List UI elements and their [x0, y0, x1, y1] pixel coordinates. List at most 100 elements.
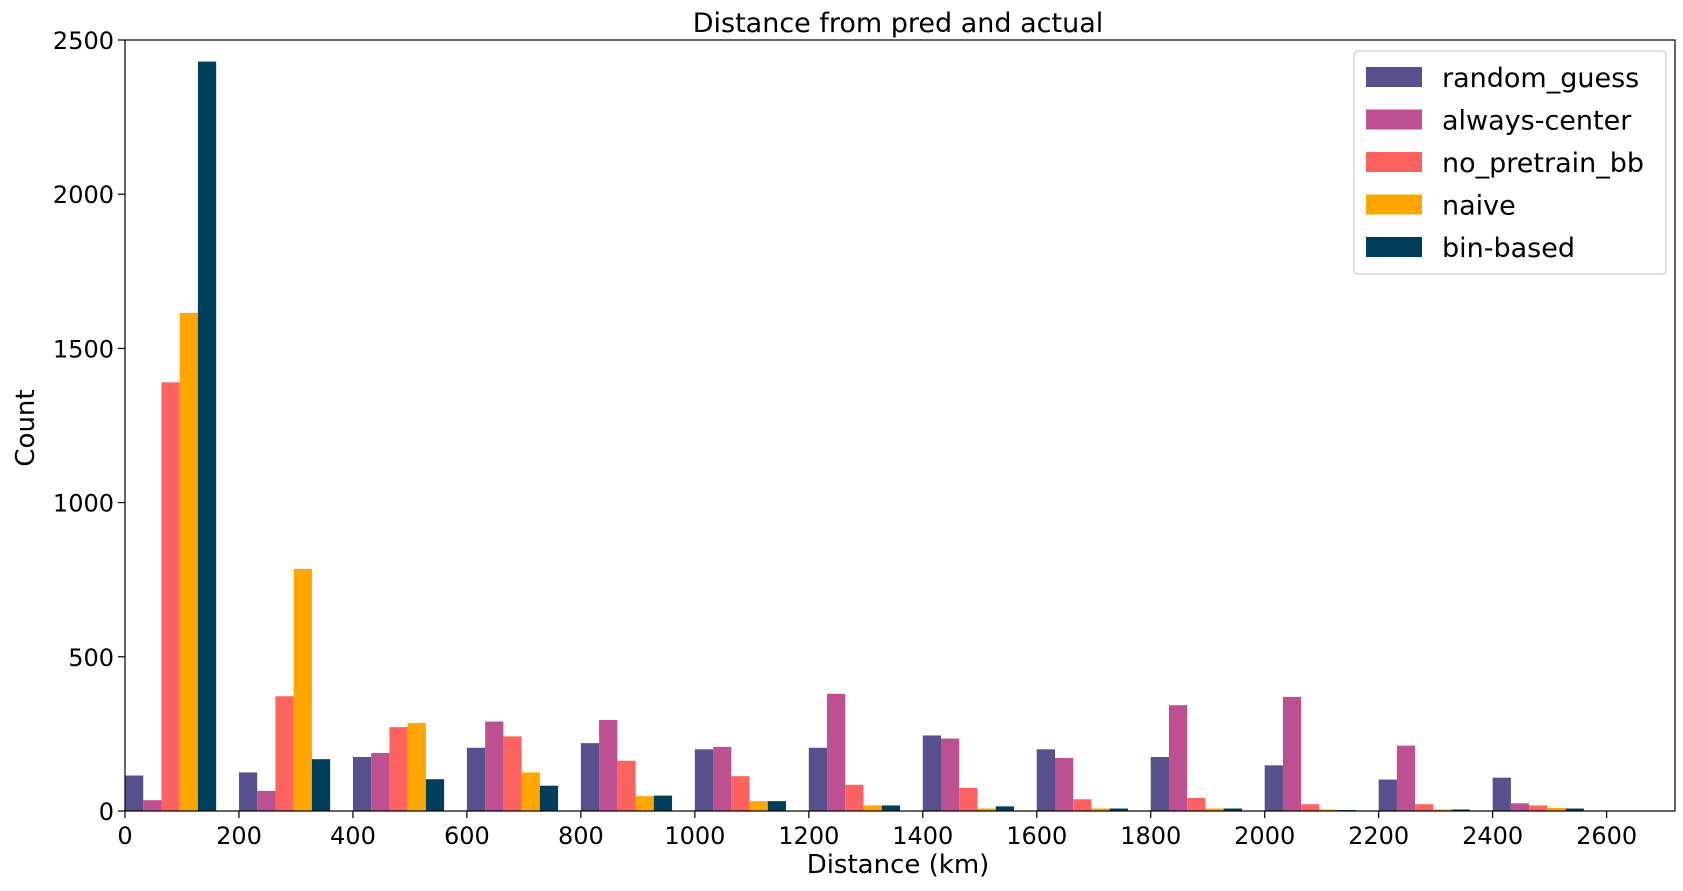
legend-label-random_guess: random_guess: [1442, 63, 1639, 94]
bar-always-center-10: [1282, 696, 1302, 811]
bar-naive-5: [749, 801, 768, 811]
bar-always-center-11: [1396, 745, 1416, 811]
bar-naive-10: [1319, 809, 1338, 811]
bar-random_guess-8: [1036, 749, 1055, 811]
bars-layer: [125, 61, 1584, 811]
bar-bin-based-3: [539, 785, 559, 811]
bar-bin-based-8: [1109, 808, 1128, 811]
bar-random_guess-12: [1492, 777, 1511, 811]
bar-random_guess-7: [922, 735, 942, 811]
bar-bin-based-1: [311, 759, 331, 811]
series-naive: [179, 312, 1566, 811]
bar-always-center-8: [1055, 757, 1074, 811]
bar-bin-based-0: [197, 61, 217, 811]
bar-no_pretrain_bb-6: [845, 784, 864, 811]
bar-always-center-0: [143, 800, 162, 811]
bar-no_pretrain_bb-8: [1073, 799, 1092, 811]
bar-no_pretrain_bb-9: [1187, 798, 1206, 811]
y-tick-label: 2000: [53, 181, 114, 209]
bar-always-center-5: [713, 746, 732, 811]
bar-always-center-6: [827, 693, 846, 811]
x-tick-label: 1600: [1006, 822, 1067, 850]
x-axis: 0 200 400 600 800 1000 1200 1400 1600 1800 2000 220…: [117, 811, 1637, 850]
legend-label-naive: naive: [1442, 191, 1516, 222]
x-tick-label: 1000: [664, 822, 725, 850]
bar-naive-0: [179, 312, 198, 811]
bar-random_guess-5: [694, 749, 714, 811]
bar-always-center-1: [257, 790, 276, 811]
bar-random_guess-4: [580, 743, 600, 811]
bar-no_pretrain_bb-7: [959, 787, 978, 811]
bar-bin-based-2: [425, 779, 445, 811]
x-tick-label: 1400: [892, 822, 953, 850]
bar-bin-based-4: [653, 795, 673, 811]
y-tick-label: 1000: [53, 490, 114, 518]
bar-naive-3: [521, 772, 540, 811]
bar-naive-2: [407, 723, 426, 811]
bar-no_pretrain_bb-3: [503, 736, 522, 811]
x-tick-label: 0: [117, 822, 132, 850]
bar-always-center-12: [1510, 803, 1530, 811]
bar-naive-7: [977, 808, 996, 811]
bar-bin-based-6: [881, 805, 900, 811]
y-axis-title: Count: [11, 389, 41, 466]
bar-always-center-9: [1168, 705, 1188, 811]
series-bin-based: [197, 61, 1584, 811]
x-tick-label: 1200: [778, 822, 839, 850]
bar-no_pretrain_bb-0: [161, 382, 180, 811]
bar-always-center-4: [599, 720, 618, 811]
bar-bin-based-7: [995, 806, 1014, 811]
series-no_pretrain_bb: [161, 382, 1548, 811]
legend-box: [1353, 50, 1667, 275]
bar-random_guess-2: [352, 757, 372, 811]
bar-random_guess-9: [1150, 757, 1169, 811]
bar-no_pretrain_bb-5: [731, 776, 750, 811]
bar-no_pretrain_bb-1: [275, 696, 294, 811]
bar-no_pretrain_bb-12: [1529, 805, 1548, 811]
bar-bin-based-5: [767, 801, 787, 811]
x-tick-label: 800: [558, 822, 604, 850]
bar-no_pretrain_bb-4: [617, 760, 636, 811]
plot-area: [124, 39, 1676, 812]
legend-swatch-no_pretrain_bb: [1366, 152, 1422, 172]
series-always-center: [143, 693, 1530, 811]
bar-random_guess-6: [808, 747, 828, 811]
bar-always-center-7: [941, 738, 960, 811]
legend-label-no_pretrain_bb: no_pretrain_bb: [1442, 148, 1644, 179]
legend-label-bin-based: bin-based: [1442, 233, 1575, 264]
bar-naive-6: [863, 805, 882, 811]
x-tick-label: 600: [444, 822, 490, 850]
bar-no_pretrain_bb-10: [1301, 804, 1320, 811]
y-tick-label: 0: [99, 798, 114, 826]
legend-label-always-center: always-center: [1442, 106, 1632, 137]
bar-bin-based-11: [1451, 809, 1470, 811]
bar-bin-based-9: [1223, 808, 1242, 811]
x-tick-label: 2200: [1348, 822, 1409, 850]
legend: random_guess always-center no_pretrain_bbn…: [1353, 50, 1667, 275]
bar-naive-8: [1091, 808, 1110, 811]
y-tick-label: 1500: [53, 335, 114, 363]
bar-no_pretrain_bb-11: [1415, 804, 1434, 811]
x-tick-label: 2400: [1462, 822, 1523, 850]
bar-always-center-3: [485, 721, 504, 811]
x-tick-label: 2600: [1576, 822, 1637, 850]
series-random_guess: [125, 735, 1511, 811]
bar-naive-1: [293, 568, 312, 811]
legend-swatch-bin-based: [1366, 237, 1422, 257]
bar-always-center-2: [371, 753, 390, 811]
legend-swatch-naive: [1366, 194, 1422, 215]
bar-random_guess-11: [1378, 779, 1397, 811]
x-tick-label: 200: [216, 822, 262, 850]
y-axis: 0 500 1000 1500 2000 2500: [53, 27, 125, 826]
bar-random_guess-1: [238, 772, 258, 811]
legend-swatch-random_guess: [1366, 67, 1422, 87]
legend-swatch-always-center: [1366, 109, 1422, 130]
y-tick-label: 500: [68, 644, 114, 672]
x-axis-title: Distance (km): [807, 850, 990, 880]
bar-naive-11: [1433, 809, 1452, 811]
bar-bin-based-12: [1565, 808, 1584, 811]
bar-no_pretrain_bb-2: [389, 727, 408, 811]
bar-random_guess-3: [466, 747, 486, 811]
bar-random_guess-0: [125, 775, 144, 811]
